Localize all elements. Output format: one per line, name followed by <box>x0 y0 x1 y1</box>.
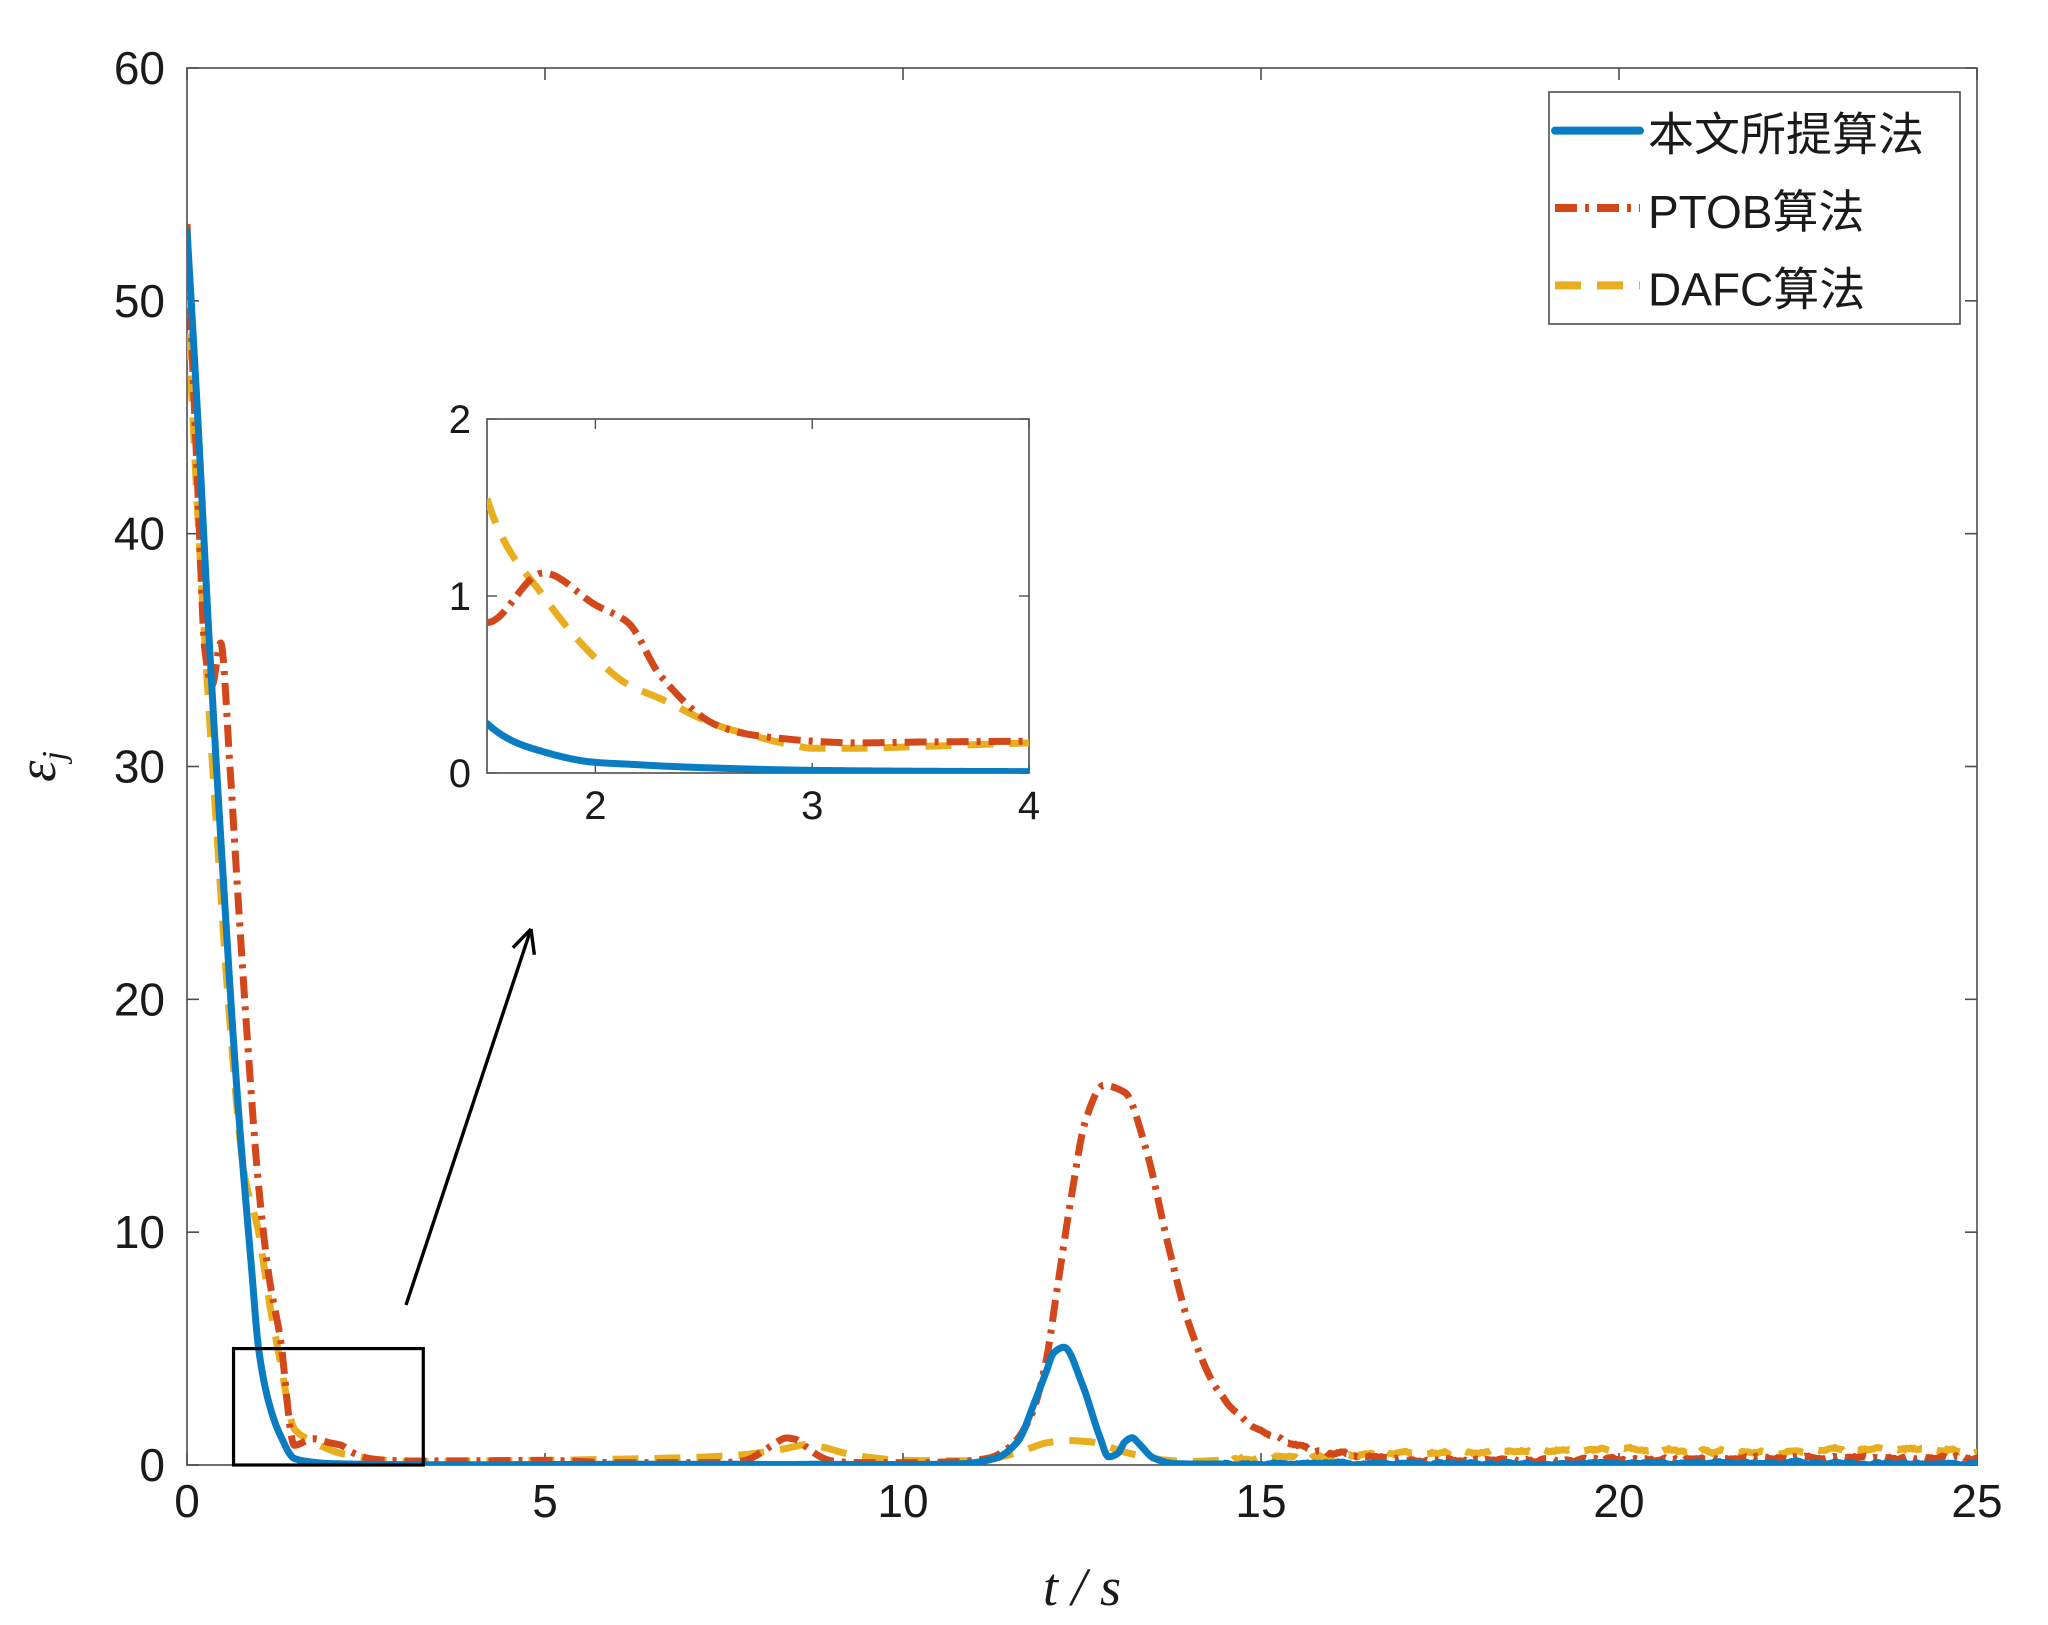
svg-text:5: 5 <box>532 1475 558 1527</box>
svg-text:t / s: t / s <box>1043 1557 1121 1617</box>
svg-text:4: 4 <box>1018 784 1040 828</box>
svg-text:0: 0 <box>139 1439 165 1491</box>
svg-text:25: 25 <box>1951 1475 2002 1527</box>
svg-text:50: 50 <box>114 275 165 327</box>
svg-text:3: 3 <box>801 784 823 828</box>
svg-text:1: 1 <box>449 575 471 619</box>
svg-text:10: 10 <box>114 1206 165 1258</box>
svg-text:0: 0 <box>449 752 471 796</box>
svg-text:2: 2 <box>449 398 471 442</box>
svg-text:30: 30 <box>114 741 165 793</box>
svg-text:10: 10 <box>877 1475 928 1527</box>
svg-text:60: 60 <box>114 42 165 94</box>
svg-text:20: 20 <box>1593 1475 1644 1527</box>
svg-text:15: 15 <box>1235 1475 1286 1527</box>
svg-text:PTOB算法: PTOB算法 <box>1648 186 1864 238</box>
svg-text:40: 40 <box>114 508 165 560</box>
svg-text:0: 0 <box>174 1475 200 1527</box>
svg-text:20: 20 <box>114 973 165 1025</box>
svg-text:本文所提算法: 本文所提算法 <box>1648 109 1924 161</box>
svg-text:DAFC算法: DAFC算法 <box>1648 263 1865 315</box>
svg-text:2: 2 <box>584 784 606 828</box>
